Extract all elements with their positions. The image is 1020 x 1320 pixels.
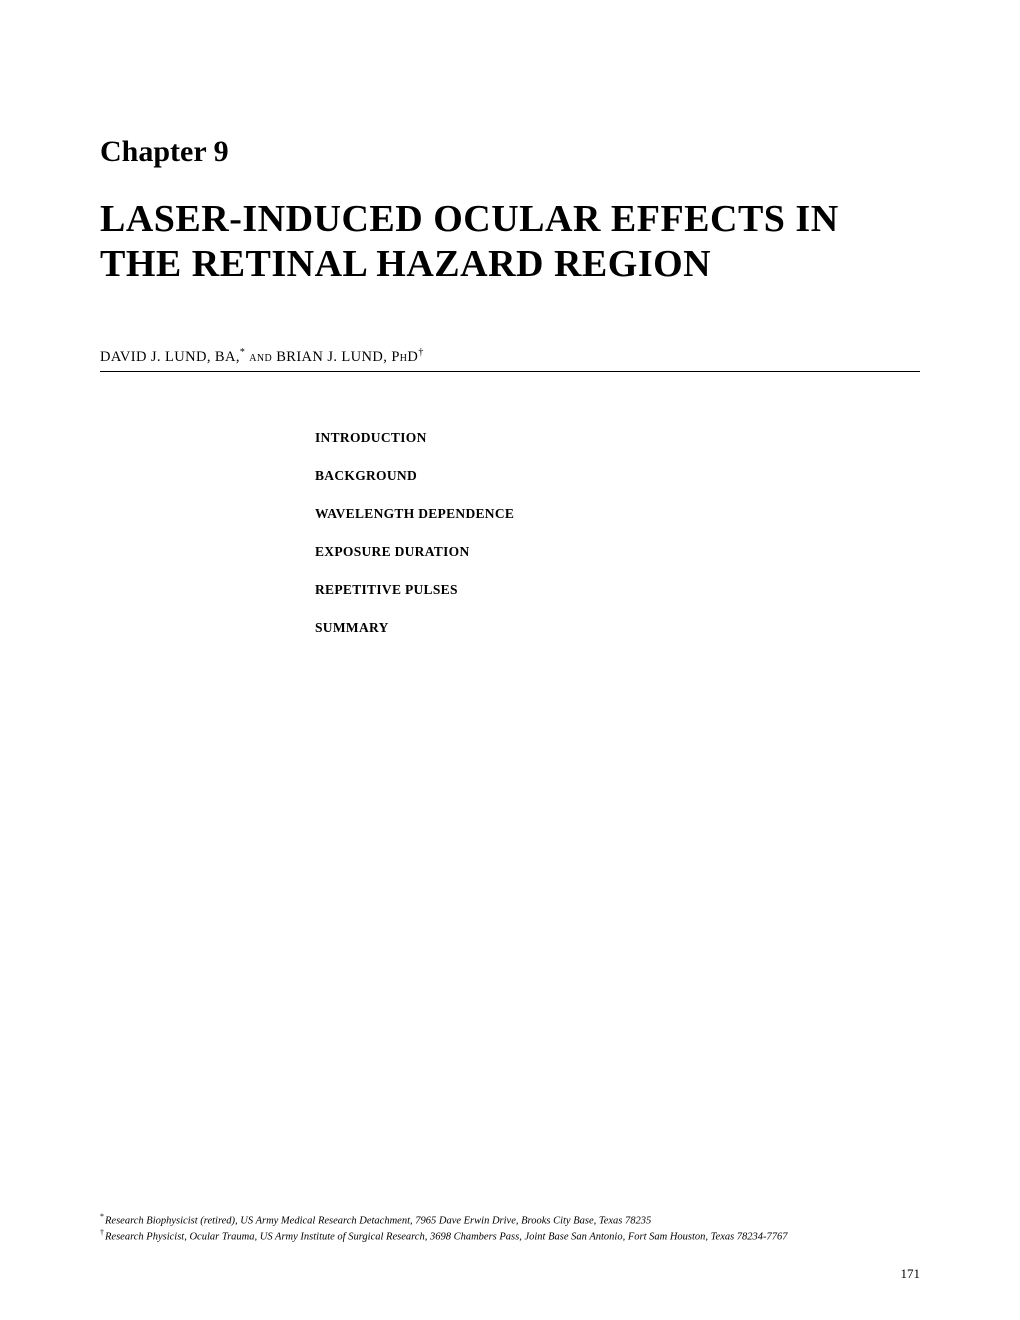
authors-conjunction: and [245,348,276,364]
author-affiliations: *Research Biophysicist (retired), US Arm… [100,1212,920,1245]
chapter-label: Chapter 9 [100,135,920,169]
toc-item: WAVELENGTH DEPENDENCE [315,506,920,522]
toc-item: EXPOSURE DURATION [315,544,920,560]
footnote: *Research Biophysicist (retired), US Arm… [100,1212,920,1229]
chapter-title: LASER-INDUCED OCULAR EFFECTS IN THE RETI… [100,197,920,287]
chapter-title-line2: THE RETINAL HAZARD REGION [100,243,711,285]
author2-mark: † [418,347,423,358]
footnote-mark: † [100,1228,104,1237]
page-number: 171 [901,1266,921,1282]
chapter-title-page: Chapter 9 LASER-INDUCED OCULAR EFFECTS I… [0,0,1020,1320]
toc-item: INTRODUCTION [315,430,920,446]
toc-item: REPETITIVE PULSES [315,582,920,598]
footnote-text: Research Biophysicist (retired), US Army… [105,1215,651,1226]
author2-name: BRIAN J. LUND, [276,348,391,364]
authors-line: DAVID J. LUND, BA,* and BRIAN J. LUND, P… [100,347,920,373]
author2-degree: PhD [391,348,418,364]
footnote: †Research Physicist, Ocular Trauma, US A… [100,1228,920,1245]
footnote-text: Research Physicist, Ocular Trauma, US Ar… [105,1232,788,1243]
toc-item: BACKGROUND [315,468,920,484]
author1-name: DAVID J. LUND, BA, [100,348,240,364]
toc-item: SUMMARY [315,620,920,636]
footnote-mark: * [100,1212,104,1221]
chapter-title-line1: LASER-INDUCED OCULAR EFFECTS IN [100,198,839,240]
table-of-contents: INTRODUCTION BACKGROUND WAVELENGTH DEPEN… [315,430,920,636]
